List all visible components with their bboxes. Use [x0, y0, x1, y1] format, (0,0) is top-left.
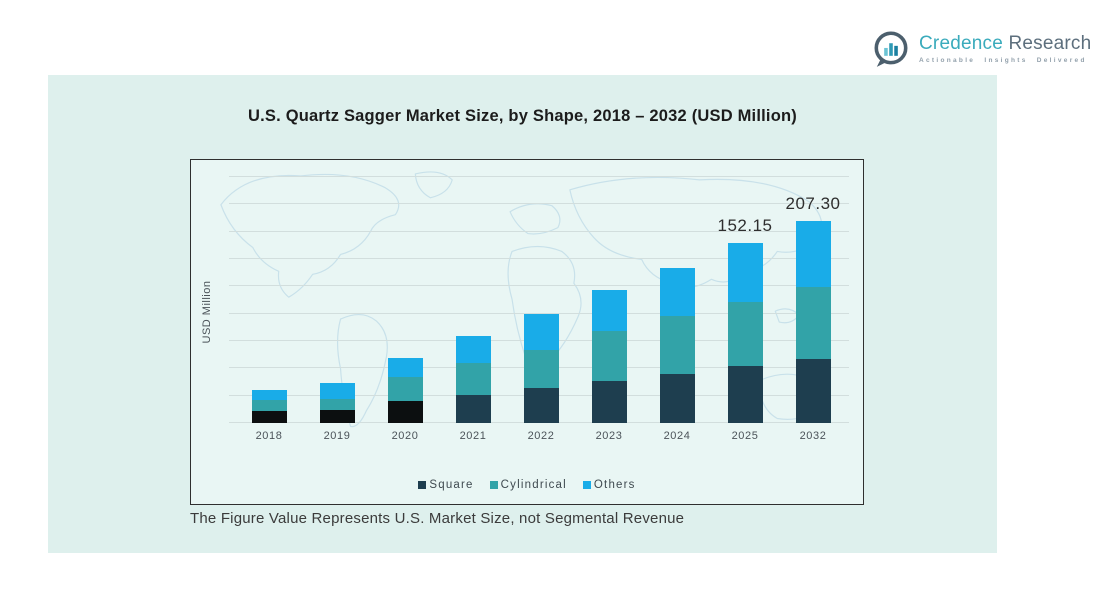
bar-column-2023: 2023: [575, 158, 643, 443]
bar-column-2022: 2022: [507, 158, 575, 443]
legend-label-others: Others: [593, 479, 636, 491]
bar-2019: [319, 382, 355, 423]
bar-2025: [727, 242, 763, 423]
gridline: [229, 230, 849, 232]
bar-segment-square-2018: [251, 411, 287, 423]
bar-segment-square-2024: [659, 373, 695, 423]
bar-column-2018: 2018: [235, 158, 303, 443]
legend-item-square: Square: [418, 479, 473, 491]
bar-segment-others-2020: [387, 358, 423, 377]
gridline: [229, 285, 849, 287]
bar-segment-others-2021: [455, 335, 491, 363]
bar-segment-others-2022: [523, 314, 559, 350]
bar-2020: [387, 358, 423, 423]
bar-segment-cylindrical-2025: [727, 302, 763, 367]
bar-column-2019: 2019: [303, 158, 371, 443]
logo-brand-primary: Credence: [919, 33, 1003, 54]
bar-segment-cylindrical-2018: [251, 400, 287, 412]
x-tick-2024: 2024: [663, 430, 691, 442]
bar-segment-others-2024: [659, 267, 695, 317]
bar-2022: [523, 314, 559, 423]
bar-column-2020: 2020: [371, 158, 439, 443]
x-tick-2032: 2032: [799, 430, 827, 442]
bar-column-2024: 2024: [643, 158, 711, 443]
logo-tagline: Actionable Insights Delivered: [919, 57, 1087, 64]
bar-column-2025: 152.15 2025: [711, 158, 779, 443]
bar-column-2032: 207.30 2032: [779, 158, 847, 443]
data-label-2032: 207.30: [785, 194, 841, 214]
x-tick-2022: 2022: [527, 430, 555, 442]
bar-segment-cylindrical-2024: [659, 316, 695, 374]
legend-item-others: Others: [582, 479, 636, 491]
bar-segment-square-2023: [591, 380, 627, 423]
x-tick-2021: 2021: [459, 430, 487, 442]
gridline: [229, 203, 849, 205]
legend-swatch-cylindrical: [489, 481, 498, 489]
logo-text: Credence Research Actionable Insights De…: [919, 34, 1091, 65]
legend-label-square: Square: [429, 479, 474, 491]
x-tick-2020: 2020: [391, 430, 419, 442]
bar-segment-square-2032: [795, 358, 831, 423]
bar-2024: [659, 267, 695, 423]
footnote: The Figure Value Represents U.S. Market …: [190, 510, 685, 527]
bar-segment-cylindrical-2023: [591, 331, 627, 381]
legend-item-cylindrical: Cylindrical: [489, 479, 567, 491]
legend-label-cylindrical: Cylindrical: [500, 479, 567, 491]
bar-column-2021: 2021: [439, 158, 507, 443]
legend-swatch-square: [418, 481, 427, 489]
bar-segment-others-2023: [591, 289, 627, 332]
bar-2023: [591, 289, 627, 423]
bar-segment-square-2019: [319, 409, 355, 423]
bar-segment-square-2025: [727, 366, 763, 423]
logo-speech-tail: [876, 59, 887, 67]
gridline: [229, 258, 849, 259]
x-tick-2025: 2025: [731, 430, 759, 442]
legend-swatch-others: [582, 481, 591, 489]
bar-segment-square-2020: [387, 400, 423, 423]
logo-bubble-bar-chart-icon: [874, 31, 908, 67]
data-label-2025: 152.15: [717, 215, 773, 235]
bar-segment-cylindrical-2022: [523, 349, 559, 388]
bar-segment-square-2022: [523, 387, 559, 423]
bar-2021: [455, 335, 491, 423]
gridline: [229, 312, 849, 314]
bars-container: 2018 2019 2020 2021 2022 2023 2024 152.15 2025 20…: [235, 158, 847, 443]
bar-segment-others-2025: [727, 242, 763, 303]
bar-segment-cylindrical-2021: [455, 362, 491, 395]
chart-plot-box: USD Million 2018 2019 2020 2021 2022 2023 2024…: [190, 159, 864, 505]
x-tick-2018: 2018: [255, 430, 283, 442]
bar-segment-cylindrical-2032: [795, 286, 831, 359]
bar-segment-cylindrical-2020: [387, 376, 423, 401]
chart-title: U.S. Quartz Sagger Market Size, by Shape…: [248, 107, 797, 125]
chart-panel: U.S. Quartz Sagger Market Size, by Shape…: [48, 75, 997, 553]
gridline: [229, 176, 849, 177]
logo-brand-secondary: Research: [1008, 33, 1092, 54]
bar-segment-others-2019: [319, 382, 355, 399]
logo-brand-name: Credence Research: [919, 34, 1091, 54]
x-tick-2019: 2019: [323, 430, 351, 442]
bar-segment-others-2032: [795, 221, 831, 287]
y-axis-label: USD Million: [201, 280, 213, 344]
legend: Square Cylindrical Others: [191, 479, 863, 491]
credence-research-logo: Credence Research Actionable Insights De…: [870, 28, 1091, 70]
bar-2032: [795, 221, 831, 423]
bar-segment-square-2021: [455, 394, 491, 423]
x-tick-2023: 2023: [595, 430, 623, 442]
bar-segment-others-2018: [251, 389, 287, 401]
bar-segment-cylindrical-2019: [319, 398, 355, 410]
bar-2018: [251, 389, 287, 423]
